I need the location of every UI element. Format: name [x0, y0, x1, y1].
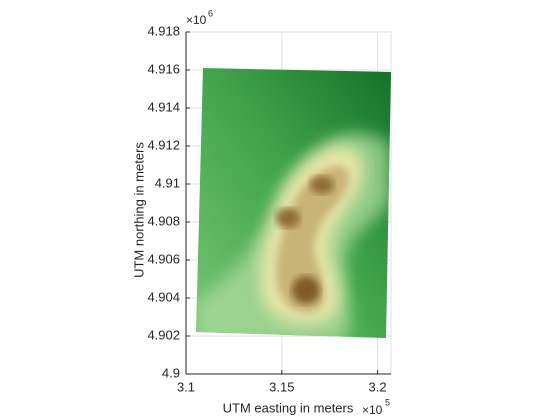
y-tick-label: 4.918 [147, 23, 180, 38]
y-tick-label: 4.91 [155, 175, 180, 190]
terrain-raster [196, 68, 391, 338]
y-tick-label: 4.906 [147, 251, 180, 266]
y-tick-label: 4.914 [147, 99, 180, 114]
y-tick-label: 4.916 [147, 61, 180, 76]
x-axis-label: UTM easting in meters [223, 400, 354, 415]
axes: 3.1 3.15 3.2 4.9 4.902 4.904 4.906 4.908 4.91 4.9… [147, 23, 391, 394]
y-multiplier: ×10 [186, 13, 207, 27]
y-tick-label: 4.9 [162, 365, 180, 380]
x-multiplier: ×10 [362, 403, 383, 417]
y-tick-label: 4.912 [147, 137, 180, 152]
y-exponent: 6 [208, 8, 213, 18]
y-tick-label: 4.902 [147, 327, 180, 342]
x-tick-label: 3.15 [269, 379, 294, 394]
x-exponent: 5 [385, 397, 390, 407]
y-axis-label: UTM northing in meters [131, 142, 146, 278]
x-tick-label: 3.2 [369, 379, 387, 394]
y-tick-label: 4.908 [147, 213, 180, 228]
x-tick-label: 3.1 [177, 379, 195, 394]
y-tick-label: 4.904 [147, 289, 180, 304]
